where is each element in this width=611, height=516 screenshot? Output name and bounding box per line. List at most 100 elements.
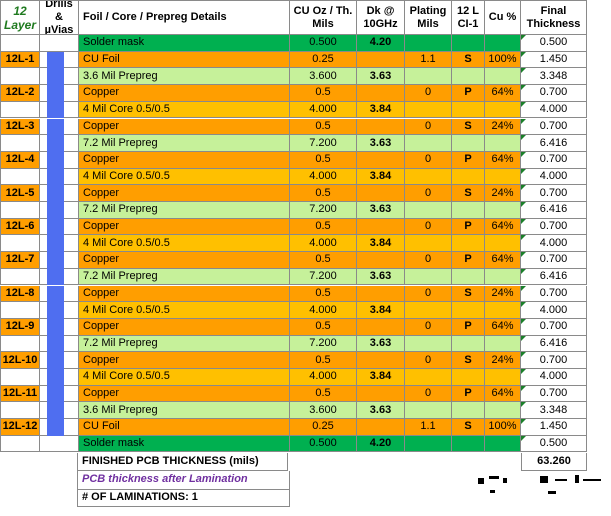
plating-value: 0 [405,385,452,403]
layer-detail: 7.2 Mil Prepreg [79,268,290,286]
cu-thickness: 7.200 [290,335,357,353]
layer-label [0,101,40,119]
ci-value: P [452,85,485,102]
plating-value: 0 [405,85,452,102]
final-thickness: 0.700 [521,185,587,202]
final-thickness: 0.700 [521,318,587,336]
via-bar [47,135,64,152]
dk-value [357,151,405,169]
ci-value [452,35,485,52]
layer-detail: 4 Mil Core 0.5/0.5 [79,235,290,253]
layer-detail: 7.2 Mil Prepreg [79,335,290,353]
cu-percent [485,68,521,86]
ci-value [452,335,485,353]
plating-value [405,101,452,119]
cu-percent [485,268,521,286]
ci-value [452,268,485,286]
cu-percent [485,202,521,219]
layer-detail: 3.6 Mil Prepreg [79,68,290,86]
dk-value: 3.84 [357,369,405,386]
layer-detail: Copper [79,185,290,202]
dk-value: 3.84 [357,168,405,186]
watermark-mark [489,476,499,479]
watermark-mark [540,476,548,483]
plating-value [405,435,452,453]
watermark-mark [555,479,567,481]
plating-value [405,68,452,86]
drill-cell [40,35,79,52]
via-bar [47,252,64,269]
layer-label [0,369,40,386]
cu-thickness: 4.000 [290,369,357,386]
plating-value: 1.1 [405,51,452,69]
plating-value: 0 [405,151,452,169]
ci-value [452,369,485,386]
cu-percent: 64% [485,318,521,336]
ci-value: S [452,51,485,69]
via-bar [47,235,64,253]
via-bar [47,118,64,136]
ci-value: S [452,419,485,436]
cu-thickness: 0.500 [290,435,357,453]
plating-value [405,335,452,353]
via-bar [47,68,64,86]
layer-label [0,435,40,453]
cu-percent: 24% [485,118,521,136]
drill-cell [40,435,79,453]
plating-value [405,35,452,52]
ci-value: P [452,218,485,236]
layer-detail: Copper [79,85,290,102]
ci-value [452,235,485,253]
after-lamination-label: PCB thickness after Lamination [77,470,290,489]
layer-detail: CU Foil [79,419,290,436]
plating-value [405,268,452,286]
cu-percent: 64% [485,85,521,102]
plating-header: Plating Mils [405,0,452,35]
via-bar [47,168,64,186]
via-bar [47,369,64,386]
cu-percent: 24% [485,185,521,202]
layer-detail: 4 Mil Core 0.5/0.5 [79,302,290,319]
via-bar [47,185,64,202]
dk-value: 3.84 [357,235,405,253]
via-bar [47,268,64,286]
plating-value: 0 [405,352,452,369]
via-bar [47,385,64,403]
final-thickness: 4.000 [521,101,587,119]
cu-thickness: 4.000 [290,168,357,186]
final-thickness: 6.416 [521,268,587,286]
ci-value: S [452,118,485,136]
cu-thickness: 0.5 [290,385,357,403]
dk-value [357,352,405,369]
layer-label [0,302,40,319]
ci-value: P [452,252,485,269]
cu-percent: 64% [485,218,521,236]
ci-value: S [452,285,485,303]
cu-thickness: 0.5 [290,285,357,303]
ci-header: 12 L CI-1 [452,0,485,35]
final-thickness: 0.700 [521,218,587,236]
cu-thickness: 0.5 [290,218,357,236]
dk-value [357,318,405,336]
watermark-mark [490,490,495,493]
watermark-mark [478,478,484,484]
cu-percent: 100% [485,419,521,436]
cu-percent [485,35,521,52]
ci-value: S [452,352,485,369]
cu-percent: 64% [485,151,521,169]
layer-label: 12L-5 [0,185,40,202]
dk-value: 3.84 [357,101,405,119]
layer-label [0,335,40,353]
layer-detail: Copper [79,151,290,169]
layer-detail: Copper [79,318,290,336]
cu-percent [485,435,521,453]
via-bar [47,151,64,169]
finished-thickness-label: FINISHED PCB THICKNESS (mils) [77,452,288,471]
layer-detail: 4 Mil Core 0.5/0.5 [79,369,290,386]
final-thickness: 1.450 [521,419,587,436]
final-thickness: 0.700 [521,118,587,136]
ci-value [452,101,485,119]
layer-label: 12L-7 [0,252,40,269]
layer-label [0,168,40,186]
